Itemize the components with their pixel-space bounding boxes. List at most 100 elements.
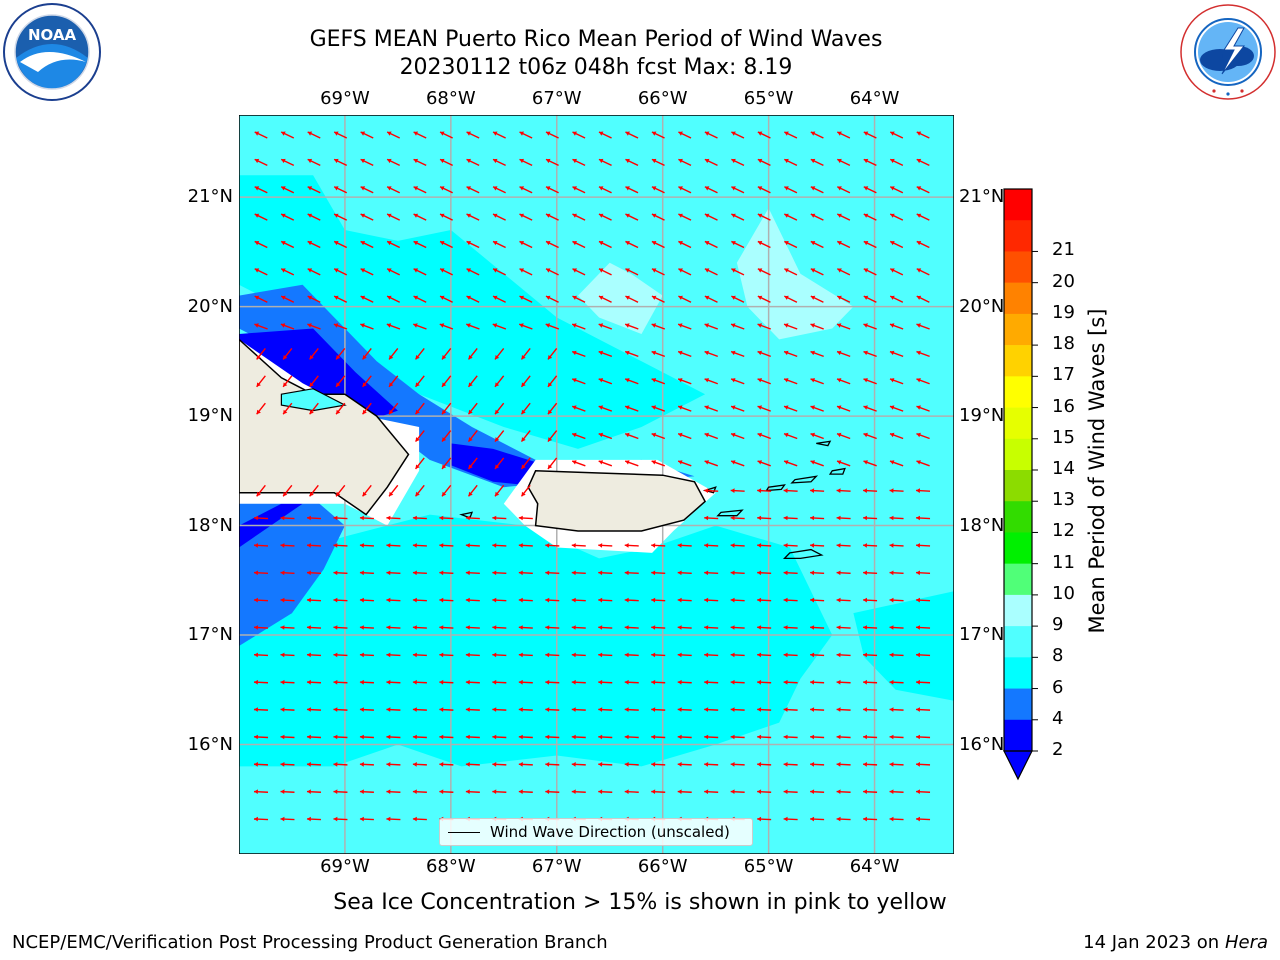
- wave-vector-head: [492, 543, 497, 548]
- wave-vector-head: [837, 432, 842, 438]
- wave-vector-head: [598, 707, 603, 712]
- wave-vector-head: [386, 707, 391, 712]
- wave-vector-head: [307, 186, 313, 191]
- wave-vector-head: [386, 570, 391, 576]
- wave-vector-head: [836, 652, 841, 658]
- wave-vector-head: [415, 382, 420, 387]
- wave-vector-head: [466, 295, 471, 300]
- wave-vector-head: [651, 158, 657, 164]
- wave-vector-head: [863, 405, 868, 410]
- wave-vector-head: [256, 491, 261, 497]
- wave-vector-head: [281, 131, 286, 136]
- wave-vector-head: [757, 762, 762, 767]
- wave-vector-head: [625, 131, 630, 136]
- wave-vector-head: [440, 131, 445, 136]
- wave-vector-head: [281, 186, 286, 191]
- wave-vector-head: [333, 679, 338, 685]
- lat-tick-left: 19°N: [187, 405, 233, 427]
- wave-vector-head: [599, 241, 604, 246]
- wave-vector-head: [521, 409, 526, 415]
- wave-vector-head: [916, 543, 920, 548]
- wave-vector-head: [704, 543, 709, 548]
- wave-vector-head: [281, 241, 286, 246]
- wave-vector-head: [863, 789, 867, 794]
- wave-vector-head: [572, 268, 577, 273]
- colorbar-tick-label: 4: [1052, 707, 1064, 729]
- wave-vector-head: [651, 186, 657, 191]
- map-legend: Wind Wave Direction (unscaled): [439, 818, 753, 846]
- wave-vector-head: [309, 409, 314, 415]
- wave-vector-head: [387, 213, 392, 218]
- wave-vector-head: [889, 789, 894, 794]
- lon-tick-bottom: 64°W: [849, 856, 900, 877]
- wave-vector-head: [599, 131, 604, 136]
- wave-vector-head: [362, 382, 367, 387]
- wave-vector-head: [783, 789, 788, 794]
- wave-vector-head: [863, 460, 868, 465]
- wave-vector-head: [466, 186, 471, 191]
- wave-vector-head: [784, 378, 789, 383]
- wave-vector-head: [518, 543, 523, 548]
- wave-vector-head: [254, 652, 258, 658]
- wave-vector-head: [863, 158, 869, 164]
- wave-vector-head: [704, 570, 709, 576]
- wave-vector-head: [863, 597, 867, 603]
- wave-vector-head: [889, 762, 894, 767]
- wave-vector-head: [837, 213, 842, 218]
- wave-vector-head: [572, 350, 577, 356]
- wave-vector-head: [836, 707, 841, 712]
- wave-vector-head: [863, 679, 867, 685]
- wave-vector-head: [757, 186, 763, 191]
- wave-vector-head: [333, 515, 338, 521]
- wave-vector-head: [387, 295, 392, 300]
- wave-vector-head: [280, 789, 285, 794]
- wave-vector-head: [492, 323, 498, 328]
- wave-vector-head: [254, 213, 260, 218]
- colorbar-tick-label: 19: [1052, 301, 1075, 323]
- footer-right: 14 Jan 2023 on Hera: [1083, 932, 1268, 953]
- wave-vector-head: [810, 350, 815, 356]
- wave-vector-head: [757, 241, 763, 246]
- wave-vector-head: [572, 213, 577, 218]
- wave-vector-head: [889, 816, 894, 822]
- wave-vector-head: [495, 437, 500, 442]
- wave-vector-head: [678, 268, 683, 273]
- wave-vector-head: [359, 543, 364, 548]
- wave-vector-head: [651, 350, 657, 356]
- wave-vector-head: [651, 625, 656, 630]
- colorbar-tick-label: 14: [1052, 458, 1075, 479]
- wave-vector-head: [731, 460, 736, 465]
- wave-vector-head: [836, 734, 841, 740]
- wave-vector-head: [810, 762, 815, 767]
- wave-vector-head: [572, 241, 577, 246]
- wave-vector-head: [757, 432, 762, 438]
- wave-vector-head: [599, 213, 604, 218]
- wave-vector-head: [704, 460, 709, 465]
- wave-vector-head: [916, 213, 922, 218]
- wave-vector-head: [784, 432, 789, 438]
- wave-vector-head: [307, 543, 311, 548]
- wave-vector-head: [889, 734, 894, 740]
- wave-vector-head: [810, 241, 816, 246]
- colorbar-tick-label: 8: [1052, 645, 1064, 667]
- colorbar-tick-label: 16: [1052, 395, 1075, 417]
- wave-vector-head: [465, 597, 470, 603]
- wave-vector-head: [810, 679, 815, 685]
- lon-tick-bottom: 65°W: [743, 856, 794, 877]
- map-panel: [238, 114, 955, 855]
- wave-vector-head: [280, 734, 285, 740]
- wave-vector-head: [280, 707, 285, 712]
- wave-vector-head: [360, 268, 366, 273]
- wave-vector-head: [307, 789, 311, 794]
- wave-vector-head: [863, 816, 867, 822]
- wave-vector-head: [571, 707, 576, 712]
- wave-vector-head: [916, 816, 920, 822]
- wave-vector-head: [546, 158, 551, 164]
- wave-vector-head: [783, 816, 788, 822]
- island-outline: [702, 486, 717, 494]
- wave-vector-head: [439, 734, 444, 740]
- wave-vector-head: [730, 679, 735, 685]
- wave-vector-head: [412, 707, 417, 712]
- sea-ice-note: Sea Ice Concentration > 15% is shown in …: [333, 890, 947, 915]
- wave-vector-head: [836, 679, 841, 685]
